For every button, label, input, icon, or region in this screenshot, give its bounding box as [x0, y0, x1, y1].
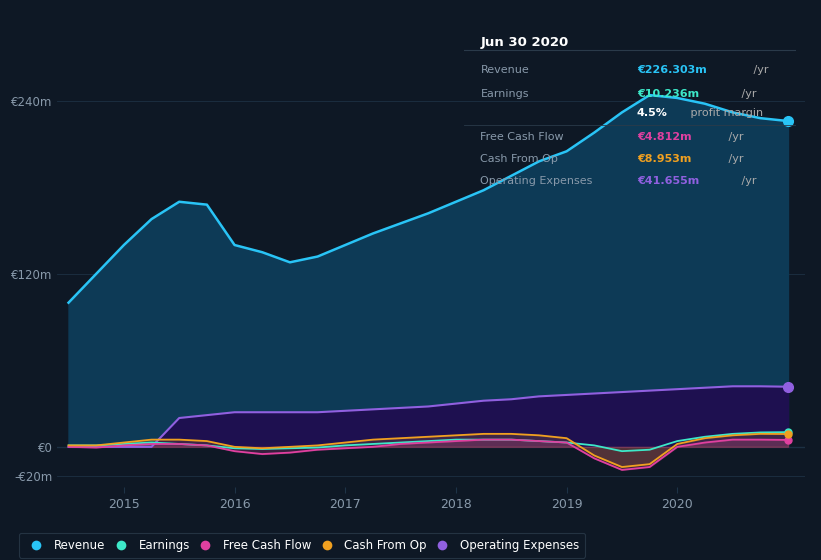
Text: 4.5%: 4.5%	[637, 108, 667, 118]
Text: profit margin: profit margin	[687, 108, 764, 118]
Text: Jun 30 2020: Jun 30 2020	[480, 36, 569, 49]
Text: Cash From Op: Cash From Op	[480, 154, 558, 164]
Text: /yr: /yr	[725, 132, 744, 142]
Legend: Revenue, Earnings, Free Cash Flow, Cash From Op, Operating Expenses: Revenue, Earnings, Free Cash Flow, Cash …	[19, 533, 585, 558]
Text: Revenue: Revenue	[480, 65, 530, 75]
Text: /yr: /yr	[725, 154, 744, 164]
Text: Earnings: Earnings	[480, 89, 529, 99]
Text: /yr: /yr	[750, 65, 769, 75]
Text: Operating Expenses: Operating Expenses	[480, 176, 593, 186]
Text: /yr: /yr	[738, 89, 756, 99]
Text: /yr: /yr	[738, 176, 756, 186]
Text: Free Cash Flow: Free Cash Flow	[480, 132, 564, 142]
Text: €8.953m: €8.953m	[637, 154, 691, 164]
Text: €10.236m: €10.236m	[637, 89, 699, 99]
Text: €226.303m: €226.303m	[637, 65, 707, 75]
Text: €4.812m: €4.812m	[637, 132, 691, 142]
Text: €41.655m: €41.655m	[637, 176, 699, 186]
